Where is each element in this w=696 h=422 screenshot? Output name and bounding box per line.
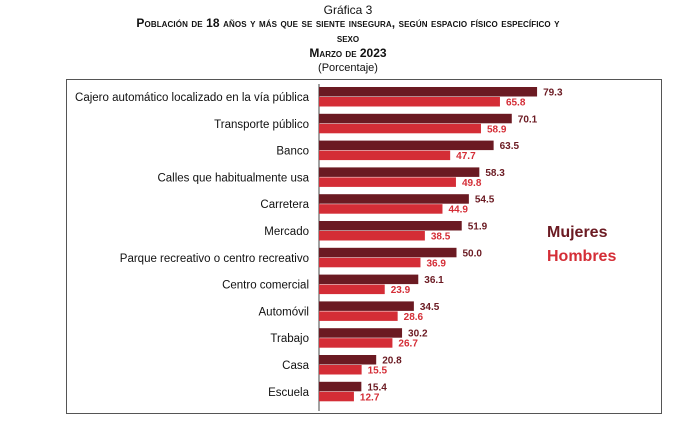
data-label-hombres: 38.5 — [431, 232, 451, 243]
category-label: Escuela — [268, 387, 310, 399]
data-label-hombres: 65.8 — [506, 98, 526, 109]
data-label-hombres: 47.7 — [456, 151, 476, 162]
bar-hombres — [319, 284, 385, 295]
bar-mujeres — [319, 167, 480, 177]
category-label: Parque recreativo o centro recreativo — [120, 253, 309, 265]
bar-mujeres — [319, 87, 538, 97]
bar-hombres — [319, 97, 500, 107]
data-label-hombres: 12.7 — [360, 392, 380, 403]
category-label: Transporte público — [214, 119, 309, 131]
bar-chart: Cajero automático localizado en la vía p… — [75, 84, 563, 411]
data-label-mujeres: 30.2 — [408, 329, 428, 340]
data-label-hombres: 23.9 — [391, 285, 411, 296]
category-label: Cajero automático localizado en la vía p… — [75, 92, 310, 104]
bar-mujeres — [319, 113, 512, 124]
legend-hombres: Hombres — [547, 248, 617, 265]
bar-mujeres — [319, 140, 494, 151]
data-label-mujeres: 70.1 — [518, 114, 538, 125]
bar-mujeres — [319, 301, 414, 311]
category-label: Trabajo — [270, 333, 309, 345]
category-label: Banco — [276, 146, 309, 158]
bar-hombres — [319, 338, 393, 348]
category-label: Casa — [282, 360, 309, 372]
bar-mujeres — [319, 221, 462, 231]
category-label: Mercado — [264, 226, 309, 238]
category-label: Centro comercial — [222, 280, 309, 292]
chart-unit: (Porcentaje) — [318, 62, 378, 74]
bar-hombres — [319, 177, 456, 187]
data-label-mujeres: 34.5 — [420, 302, 440, 313]
bar-mujeres — [319, 355, 377, 365]
data-label-hombres: 36.9 — [426, 258, 446, 269]
bar-mujeres — [319, 328, 403, 338]
data-label-mujeres: 58.3 — [485, 168, 505, 179]
data-label-mujeres: 79.3 — [543, 88, 563, 99]
chart-title-line-1: Población de 18 años y más que se siente… — [136, 16, 560, 30]
data-label-hombres: 58.9 — [487, 124, 507, 135]
data-label-hombres: 26.7 — [398, 339, 418, 350]
data-label-mujeres: 54.5 — [475, 195, 495, 206]
bar-hombres — [319, 257, 421, 268]
chart-date: Marzo de 2023 — [309, 46, 387, 60]
data-label-mujeres: 20.8 — [382, 356, 402, 367]
chart-title-line-2: sexo — [336, 31, 360, 45]
figure-number: Gráfica 3 — [323, 3, 373, 17]
data-label-hombres: 15.5 — [368, 366, 388, 377]
bar-mujeres — [319, 247, 457, 258]
bar-hombres — [319, 150, 451, 161]
data-label-hombres: 28.6 — [404, 312, 424, 323]
category-label: Carretera — [260, 199, 309, 211]
data-label-mujeres: 50.0 — [463, 248, 483, 259]
bar-hombres — [319, 311, 398, 321]
bar-hombres — [319, 231, 425, 241]
category-label: Automóvil — [259, 306, 310, 318]
bar-mujeres — [319, 194, 469, 204]
data-label-mujeres: 51.9 — [468, 222, 488, 233]
data-label-mujeres: 63.5 — [500, 141, 520, 152]
bar-hombres — [319, 204, 443, 214]
chart-frame: Cajero automático localizado en la vía p… — [66, 79, 662, 414]
bar-mujeres — [319, 381, 362, 392]
data-label-mujeres: 36.1 — [424, 275, 444, 286]
data-label-hombres: 44.9 — [448, 205, 468, 216]
bar-hombres — [319, 391, 354, 402]
category-label: Calles que habitualmente usa — [157, 172, 309, 184]
bar-hombres — [319, 123, 481, 134]
bar-mujeres — [319, 274, 419, 285]
bar-hombres — [319, 365, 362, 375]
data-label-mujeres: 15.4 — [367, 382, 387, 393]
legend-mujeres: Mujeres — [547, 224, 608, 241]
data-label-hombres: 49.8 — [462, 178, 482, 189]
